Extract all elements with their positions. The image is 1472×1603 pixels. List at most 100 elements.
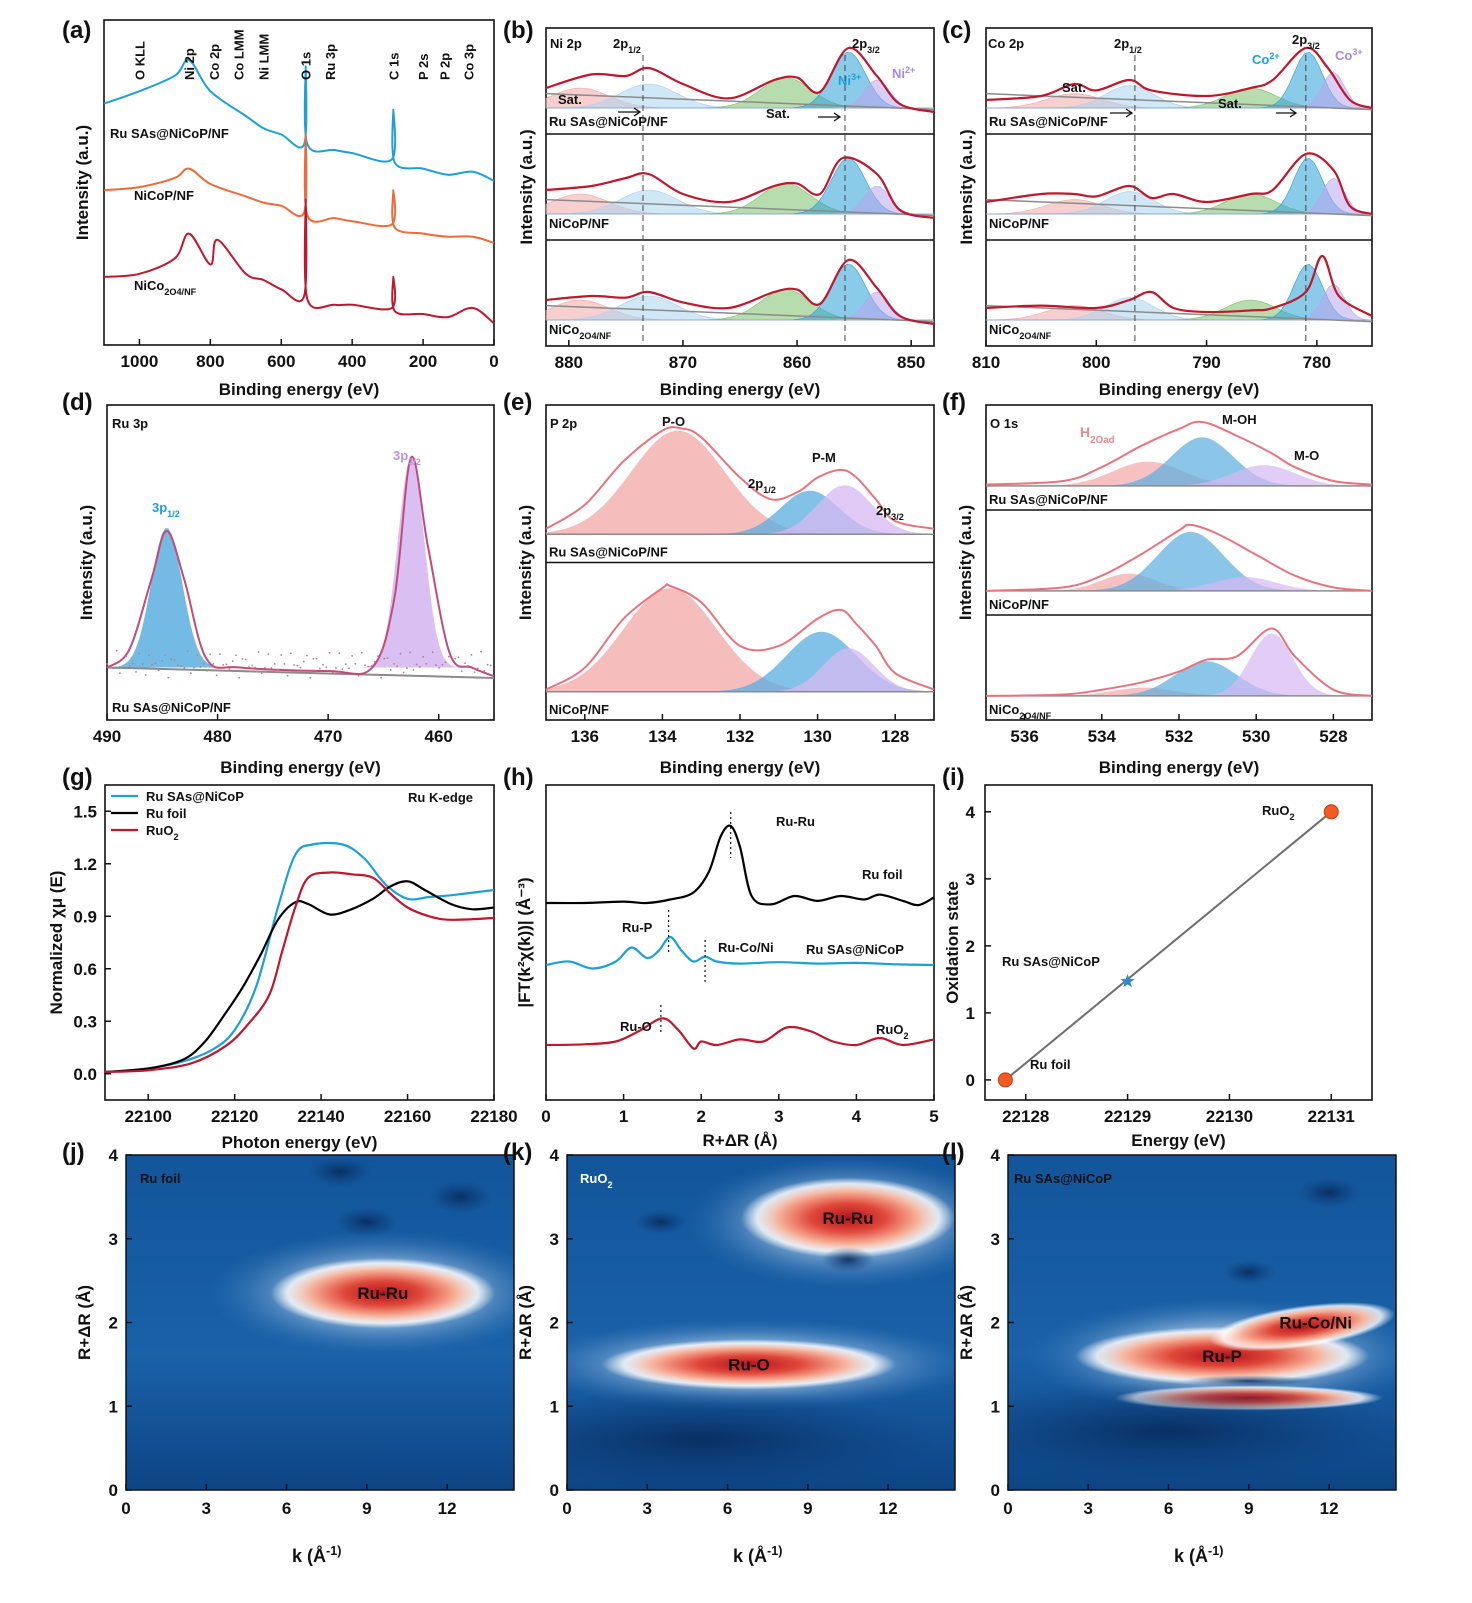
- y-tick-label: 4: [109, 1146, 119, 1165]
- panel-label: (c): [942, 17, 971, 44]
- plot-frame: [104, 784, 495, 1101]
- data-point: [122, 666, 125, 669]
- x-tick-label: 800: [196, 352, 224, 371]
- sample-label: NiCo2O4/NF: [989, 702, 1052, 721]
- x-tick-label: 2: [696, 1107, 705, 1126]
- y-tick-label: 2: [550, 1314, 559, 1333]
- data-point: [248, 666, 250, 668]
- data-point: [241, 658, 244, 660]
- series-line-h: [545, 824, 935, 907]
- sample-label: NiCo2O4/NF: [134, 278, 197, 297]
- plot-frame: [106, 404, 495, 721]
- data-point: [409, 651, 412, 654]
- data-point: [422, 656, 424, 658]
- sample-label: NiCoP/NF: [549, 216, 609, 231]
- y-tick-label: 1: [966, 1004, 975, 1023]
- x-tick-label: 536: [1010, 727, 1038, 746]
- ru-coni-label: Ru-Co/Ni: [718, 940, 774, 955]
- x-tick-label: 490: [93, 727, 121, 746]
- envelope-line: [106, 455, 495, 678]
- fit-component: [986, 157, 1372, 215]
- x-tick-label: 800: [1082, 353, 1110, 372]
- data-point: [235, 654, 237, 657]
- x-tick-label: 470: [314, 727, 342, 746]
- sat-label: Sat.: [558, 92, 582, 107]
- core-level-label: Ru 3p: [112, 416, 148, 431]
- baseline: [545, 92, 935, 111]
- core-level-label: Co 2p: [988, 36, 1024, 51]
- orbital-label-3p32: 3p3/2: [393, 448, 421, 467]
- point-label-foil: Ru foil: [1030, 1057, 1070, 1072]
- envelope-line: [545, 46, 935, 114]
- data-point: [157, 669, 160, 672]
- data-point: [154, 662, 157, 665]
- y-tick-label: 0: [550, 1481, 559, 1500]
- data-point: [406, 667, 408, 670]
- series-line-a: [103, 133, 495, 244]
- data-point: [415, 663, 418, 666]
- data-point: [264, 666, 266, 669]
- series-line-h: [545, 935, 935, 970]
- data-point: [270, 667, 273, 669]
- y-axis-label: Oxidation state: [943, 881, 962, 1004]
- series-line-g: [104, 841, 495, 1074]
- y-axis-label: Normalized χμ (E): [47, 871, 66, 1015]
- fit-component: [546, 588, 934, 692]
- data-point: [351, 655, 353, 657]
- data-point: [180, 665, 183, 668]
- sample-label: RuO2: [876, 1022, 909, 1041]
- data-point: [470, 653, 473, 656]
- data-point: [354, 662, 357, 665]
- core-level-label: Ni 2p: [550, 36, 582, 51]
- fit-component: [986, 577, 1372, 591]
- baseline: [545, 304, 935, 323]
- data-point: [428, 675, 431, 677]
- panel-label: (k): [503, 1139, 532, 1166]
- y-axis-label: Intensity (a.u.): [517, 129, 536, 244]
- x-tick-label: 200: [409, 352, 437, 371]
- peak-label: Ru-Co/Ni: [1279, 1314, 1352, 1333]
- x-axis-label: Binding energy (eV): [660, 380, 821, 399]
- x-tick-label: 780: [1303, 353, 1331, 372]
- y-tick-label: 2: [991, 1314, 1000, 1333]
- data-point: [119, 672, 121, 674]
- data-point: [389, 669, 392, 671]
- x-tick-label: 6: [723, 1499, 732, 1518]
- data-point: [367, 665, 370, 668]
- x-tick-label: 9: [803, 1499, 812, 1518]
- x-tick-label: 460: [425, 727, 453, 746]
- data-point: [218, 653, 221, 656]
- y-axis-label: R+ΔR (Å): [75, 1285, 94, 1360]
- data-point: [386, 657, 389, 659]
- x-tick-label: 480: [203, 727, 231, 746]
- data-point: [212, 663, 215, 665]
- envelope-line: [985, 152, 1373, 216]
- envelope-line: [985, 420, 1373, 486]
- envelope-line: [985, 46, 1373, 110]
- map-feature: [1222, 1259, 1276, 1285]
- x-axis-label: Binding energy (eV): [1099, 380, 1260, 399]
- data-point: [254, 666, 257, 669]
- series-line-a: [103, 58, 495, 182]
- fit-component: [986, 437, 1372, 486]
- data-point: [464, 662, 466, 665]
- x-axis-label: Binding energy (eV): [219, 380, 380, 399]
- data-point: [476, 667, 479, 670]
- data-point: [177, 664, 179, 667]
- moh-label: M-OH: [1222, 412, 1257, 427]
- fit-component: [546, 485, 934, 535]
- x-axis-label: R+ΔR (Å): [702, 1131, 777, 1150]
- fit-component: [546, 291, 934, 321]
- y-tick-label: 0.9: [73, 907, 97, 926]
- x-tick-label: 0: [489, 352, 498, 371]
- peak-label: P 2s: [416, 53, 431, 80]
- x-axis-label: Binding energy (eV): [220, 758, 381, 777]
- peak-label: Ni LMM: [257, 34, 272, 80]
- y-tick-label: 0: [991, 1481, 1000, 1500]
- x-tick-label: 128: [881, 727, 909, 746]
- data-point: [480, 650, 482, 653]
- peak-label: Co LMM: [232, 29, 247, 80]
- data-point: [135, 671, 137, 673]
- envelope-line: [545, 156, 935, 220]
